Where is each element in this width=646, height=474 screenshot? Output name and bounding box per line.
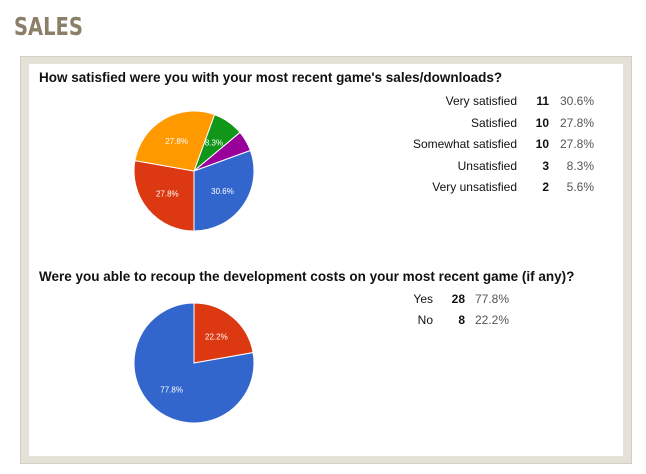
chart-2-legend-label: No [417, 313, 433, 327]
chart-1-legend-label: Very unsatisfied [432, 180, 517, 194]
chart-1-slice-very-satisfied [193, 149, 255, 232]
chart-1-legend-label: Unsatisfied [457, 158, 517, 173]
chart-1-legend-percent: 27.8% [559, 115, 594, 130]
chart-1-slice-label: 8.3% [205, 138, 223, 147]
chart-1-legend-percent: 5.6% [566, 180, 594, 194]
chart-1-legend-row: Satisfied 10 27.8% [329, 116, 609, 134]
section-title: SALES [14, 12, 83, 41]
chart-1-legend-row: Very unsatisfied 2 5.6% [329, 180, 609, 198]
chart-2-legend-count: 28 [451, 292, 465, 306]
chart-1-slice-label: 27.8% [156, 189, 179, 198]
chart-1-pie: 8.3% 30.6% 27.8% 27.8% [133, 110, 255, 232]
chart-2-title: Were you able to recoup the development … [39, 269, 575, 284]
chart-1-legend-row: Somewhat satisfied 10 27.8% [329, 137, 609, 155]
chart-1-slice-satisfied [133, 160, 195, 232]
chart-2-pie: 22.2% 77.8% [133, 302, 255, 424]
chart-1-legend-label: Somewhat satisfied [412, 137, 517, 151]
chart-2-legend-percent: 77.8% [474, 292, 509, 306]
chart-2-legend: Yes 28 77.8% No 8 22.2% [389, 292, 549, 342]
chart-1-legend-label: Satisfied [470, 115, 517, 130]
chart-2-legend-row: No 8 22.2% [389, 313, 549, 331]
chart-1-slice-somewhat-satisfied [134, 110, 216, 172]
chart-1-legend: Very satisfied 11 30.6% Satisfied 10 27.8% Som… [329, 94, 609, 204]
chart-2-legend-row: Yes 28 77.8% [389, 292, 549, 310]
chart-1-legend-row: Very satisfied 11 30.6% [329, 94, 609, 112]
chart-2-slice-label: 77.8% [160, 386, 183, 395]
chart-1-legend-count: 11 [536, 94, 549, 108]
chart-1-legend-percent: 27.8% [559, 137, 594, 151]
chart-2-slice-yes [133, 302, 255, 424]
chart-1-slice-label: 30.6% [211, 187, 234, 196]
chart-2-slice-no [193, 302, 254, 364]
chart-1-legend-count: 10 [535, 137, 549, 151]
chart-2-legend-percent: 22.2% [474, 313, 509, 327]
chart-1-legend-count: 3 [542, 158, 549, 173]
chart-1-legend-row: Unsatisfied 3 8.3% [329, 159, 609, 177]
chart-1-legend-percent: 30.6% [559, 94, 594, 108]
chart-1-legend-percent: 8.3% [566, 158, 594, 173]
chart-1-legend-count: 10 [535, 115, 549, 130]
chart-1-legend-count: 2 [542, 180, 549, 194]
chart-2-slice-label: 22.2% [205, 332, 228, 341]
chart-1-title: How satisfied were you with your most re… [39, 70, 503, 85]
chart-1-slice-label: 27.8% [165, 137, 188, 146]
chart-1-legend-label: Very satisfied [445, 94, 517, 108]
chart-2-legend-count: 8 [458, 313, 465, 327]
survey-card: How satisfied were you with your most re… [29, 64, 623, 456]
chart-2-legend-label: Yes [413, 292, 433, 306]
